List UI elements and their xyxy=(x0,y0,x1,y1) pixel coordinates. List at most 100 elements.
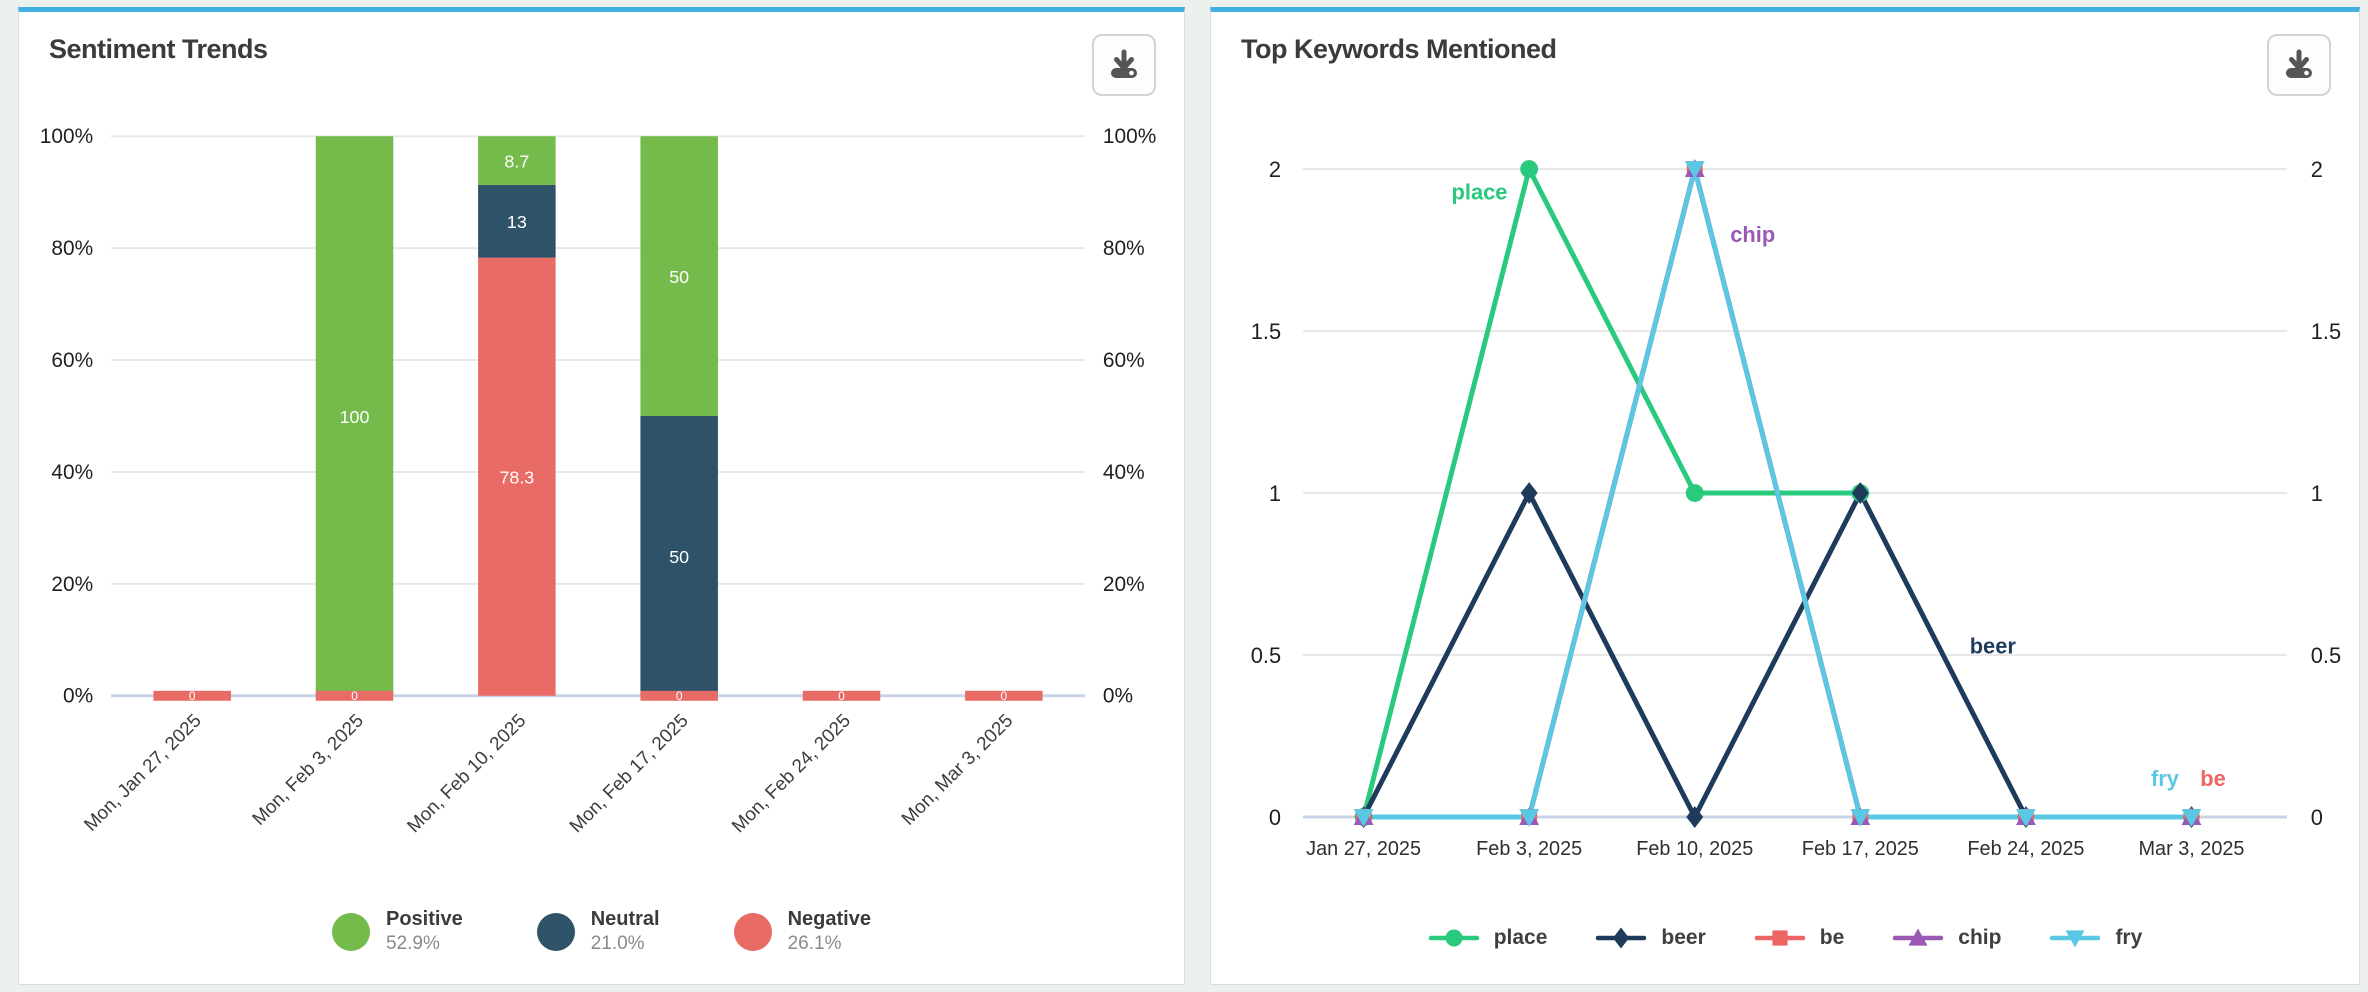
zero-value-strip[interactable] xyxy=(965,690,1043,701)
legend-marker-square xyxy=(1754,930,1805,946)
bar-segment-positive[interactable] xyxy=(478,136,556,185)
y-axis-tick-left: 80% xyxy=(51,237,93,260)
marker-diamond[interactable] xyxy=(1686,806,1704,828)
bar-value-label: 13 xyxy=(507,212,527,232)
bar-value-label: 78.3 xyxy=(499,468,534,488)
marker-triangle-up[interactable] xyxy=(1908,928,1928,946)
legend-swatch xyxy=(733,912,772,951)
legend-item-be[interactable]: be xyxy=(1754,926,1845,950)
x-axis-label: Mon, Feb 17, 2025 xyxy=(566,710,693,837)
bar-value-label: 100 xyxy=(340,407,370,427)
x-axis-label: Mon, Mar 3, 2025 xyxy=(898,710,1017,829)
marker-diamond[interactable] xyxy=(1851,482,1869,504)
series-label-place: place xyxy=(1452,180,1508,205)
zero-value-label: 0 xyxy=(189,689,196,703)
bar-segment-positive[interactable] xyxy=(315,136,394,696)
legend-item-neutral[interactable]: Neutral 21.0% xyxy=(536,907,660,956)
marker-circle[interactable] xyxy=(1520,160,1539,178)
y-axis-tick-left: 60% xyxy=(51,349,93,372)
series-label-beer: beer xyxy=(1970,633,2017,658)
x-axis-label: Jan 27, 2025 xyxy=(1306,838,1421,860)
bar-value-label: 50 xyxy=(669,547,689,567)
legend-item-chip[interactable]: chip xyxy=(1892,926,2001,950)
legend-marker-triangle-up xyxy=(1893,928,1944,946)
download-button[interactable] xyxy=(2267,34,2331,96)
legend-label: beer xyxy=(1661,926,1706,949)
download-icon xyxy=(1111,49,1137,78)
marker-triangle-down[interactable] xyxy=(1850,809,1871,827)
y-axis-tick-left: 20% xyxy=(51,573,93,596)
bar-segment-neutral[interactable] xyxy=(640,416,718,696)
y-axis-tick-right: 0 xyxy=(2311,805,2323,830)
sentiment-trends-chart: 0% 0% 20% 20% 40% 40% 60% 60% 80% 80% 100% 100% Mon,… xyxy=(40,125,1156,837)
legend-item-positive[interactable]: Positive 52.9% xyxy=(332,907,463,956)
legend-label: place xyxy=(1493,926,1548,949)
legend-swatch xyxy=(332,912,370,951)
x-axis-label: Mon, Jan 27, 2025 xyxy=(80,710,205,835)
legend-marker-circle xyxy=(1428,929,1479,947)
y-axis-tick-left: 0.5 xyxy=(1251,643,1281,668)
marker-triangle-down[interactable] xyxy=(1684,161,1705,179)
bar-segment-neutral[interactable] xyxy=(478,184,556,258)
zero-value-strip[interactable] xyxy=(315,690,394,701)
legend-marker-triangle-down xyxy=(2050,930,2101,948)
legend-swatch xyxy=(536,912,575,951)
marker-triangle-down[interactable] xyxy=(2015,809,2036,827)
y-axis-tick-right: 0.5 xyxy=(2311,643,2341,668)
zero-value-strip[interactable] xyxy=(802,690,881,701)
y-axis-tick-left: 0 xyxy=(1269,805,1281,830)
x-axis-label: Mon, Feb 3, 2025 xyxy=(249,710,368,829)
y-axis-tick-left: 100% xyxy=(40,125,93,148)
marker-triangle-down[interactable] xyxy=(2181,809,2202,827)
legend-item-negative[interactable]: Negative 26.1% xyxy=(733,907,871,956)
legend-label: Positive xyxy=(386,908,463,931)
zero-value-strip[interactable] xyxy=(153,690,231,701)
y-axis-tick-right: 2 xyxy=(2311,157,2323,182)
zero-value-label: 0 xyxy=(1001,689,1008,703)
marker-triangle-down[interactable] xyxy=(1353,809,1374,827)
y-axis-tick-right: 40% xyxy=(1103,461,1145,484)
legend-label: Neutral xyxy=(590,908,660,931)
marker-circle[interactable] xyxy=(1685,484,1704,502)
legend-label: be xyxy=(1819,926,1845,949)
keywords-legend: place beer be chip fry xyxy=(1211,926,2359,950)
marker-triangle-down[interactable] xyxy=(2065,930,2085,948)
panel-title: Top Keywords Mentioned xyxy=(1241,34,1557,64)
y-axis-tick-left: 0% xyxy=(63,685,93,708)
y-axis-tick-right: 1.5 xyxy=(2311,319,2341,344)
legend-label: chip xyxy=(1958,926,2002,949)
series-label-be: be xyxy=(2200,766,2226,791)
legend-label: Negative xyxy=(787,908,871,931)
legend-value: 26.1% xyxy=(787,933,842,955)
bar-value-label: 50 xyxy=(669,267,689,287)
y-axis-tick-left: 1.5 xyxy=(1251,319,1281,344)
download-icon xyxy=(2286,49,2312,78)
y-axis-tick-right: 100% xyxy=(1103,125,1156,148)
zero-value-label: 0 xyxy=(838,689,845,703)
marker-square[interactable] xyxy=(1772,930,1788,946)
y-axis-tick-right: 1 xyxy=(2311,481,2323,506)
top-keywords-chart: 0 0 0.5 0.5 1 1 1.5 1.5 2 2 Jan 27, 2025 Feb 3, 202… xyxy=(1251,157,2341,860)
marker-circle[interactable] xyxy=(1445,929,1463,947)
marker-triangle-down[interactable] xyxy=(1519,809,1540,827)
legend-value: 21.0% xyxy=(590,933,645,955)
y-axis-tick-left: 2 xyxy=(1269,157,1281,182)
bar-value-label: 8.7 xyxy=(504,152,529,172)
marker-diamond[interactable] xyxy=(1613,927,1630,949)
legend-item-beer[interactable]: beer xyxy=(1595,926,1706,950)
line-fry[interactable] xyxy=(1361,166,2194,820)
sentiment-trends-panel: Sentiment Trends 0% 0% 20% 20% 40% 40% 60% 60% 8… xyxy=(18,7,1185,985)
y-axis-tick-right: 80% xyxy=(1103,237,1145,260)
x-axis-label: Mar 3, 2025 xyxy=(2138,838,2244,860)
legend-item-fry[interactable]: fry xyxy=(2049,926,2142,950)
zero-value-strip[interactable] xyxy=(640,690,718,701)
zero-value-label: 0 xyxy=(351,689,358,703)
x-axis-label: Feb 17, 2025 xyxy=(1802,838,1919,860)
legend-marker-diamond xyxy=(1596,927,1647,949)
bar-segment-positive[interactable] xyxy=(640,136,718,417)
legend-item-place[interactable]: place xyxy=(1428,926,1548,950)
x-axis-label: Feb 24, 2025 xyxy=(1967,838,2084,860)
bar-segment-negative[interactable] xyxy=(478,257,556,696)
legend-label: fry xyxy=(2115,926,2143,949)
download-button[interactable] xyxy=(1092,34,1156,96)
